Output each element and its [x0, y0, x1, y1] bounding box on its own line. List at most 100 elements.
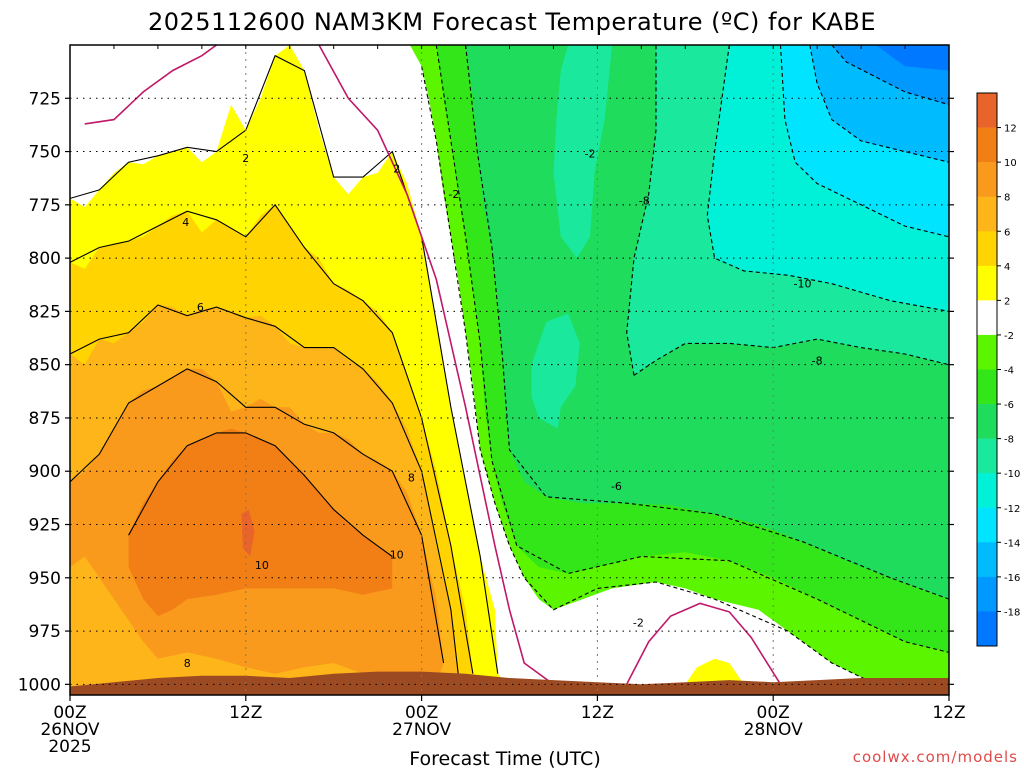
- contour-line-11: [626, 45, 657, 376]
- colorbar-swatch: [977, 473, 997, 509]
- contour-label: 4: [182, 216, 189, 229]
- colorbar-label: -4: [1004, 366, 1014, 377]
- x-tick-label: 00Z: [405, 703, 438, 723]
- contour-line-14: [779, 45, 949, 238]
- y-tick-label: 800: [29, 249, 61, 269]
- credit-text: coolwx.com/models: [853, 748, 1018, 766]
- y-tick-label: 950: [29, 569, 61, 589]
- colorbar-swatch: [977, 438, 997, 474]
- colorbar-swatch: [977, 507, 997, 543]
- x-tick-label: 00Z: [757, 703, 790, 723]
- terrain-fill: [70, 671, 949, 695]
- colorbar-swatch: [977, 300, 997, 336]
- x-tick-label: 28NOV: [744, 720, 803, 740]
- band-orange-12: [241, 509, 255, 557]
- colorbar-label: -10: [1004, 469, 1020, 480]
- colorbar-label: -2: [1004, 331, 1014, 342]
- contour-label: -10: [794, 278, 812, 291]
- contour-label: 8: [408, 472, 415, 485]
- contour-label: 2: [242, 152, 249, 165]
- contour-label: 10: [255, 559, 269, 572]
- contour-line-13: [706, 45, 949, 312]
- colorbar-label: -12: [1004, 504, 1020, 515]
- contour-label: 2: [393, 163, 400, 176]
- contour-line-9: [435, 45, 949, 653]
- contour-label: -2: [633, 617, 644, 630]
- contour-line-16: [831, 45, 949, 106]
- y-tick-label: 925: [29, 516, 61, 536]
- band-low-yellow-pocket: [685, 658, 744, 685]
- temperature-contours: [70, 45, 949, 695]
- contour-label: -8: [812, 354, 823, 367]
- colorbar-swatch: [977, 369, 997, 405]
- contour-line-2: [70, 304, 459, 674]
- contour-label: -2: [448, 188, 459, 201]
- contour-label: -6: [611, 480, 622, 493]
- contour-line-8: [421, 66, 877, 685]
- y-tick-label: 750: [29, 143, 61, 163]
- contour-label: 10: [390, 548, 404, 561]
- colorbar-swatch: [977, 334, 997, 370]
- x-tick-label: 00Z: [53, 703, 86, 723]
- colorbar-label: 2: [1004, 296, 1010, 307]
- y-tick-label: 1000: [18, 675, 61, 695]
- contour-label: 8: [184, 657, 191, 670]
- colorbar-swatch: [977, 404, 997, 439]
- contour-line-1: [70, 203, 474, 674]
- contour-line-3: [70, 368, 445, 664]
- contour-labels: 2 2 -2 4 -8 -10 6 -8 8 -6 10 10 8 -2 -2: [182, 148, 822, 670]
- y-tick-label: 850: [29, 356, 61, 376]
- y-tick-label: 725: [29, 89, 61, 109]
- y-tick-label: 875: [29, 409, 61, 429]
- temperature-bands: [70, 45, 949, 695]
- colorbar: 12 10 8 6 4 2 -2 -4 -6 -8 -10 -12 -14 -16 -18: [976, 92, 1020, 647]
- colorbar-swatch: [977, 265, 997, 301]
- contour-line-7: [625, 602, 782, 685]
- x-tick-label: 12Z: [581, 703, 614, 723]
- band-orange-10-12: [128, 428, 393, 617]
- contour-label: -2: [585, 148, 596, 161]
- y-tick-label: 825: [29, 302, 61, 322]
- colorbar-label: 6: [1004, 227, 1010, 238]
- colorbar-label: 12: [1004, 124, 1017, 135]
- contour-line-6: [318, 45, 569, 695]
- contour-label: 6: [197, 301, 204, 314]
- x-tick-label: 12Z: [932, 703, 965, 723]
- y-axis: 725 750 775 800 825 850 875 900 925 950 975 1000: [18, 89, 954, 695]
- colorbar-label: 10: [1004, 158, 1017, 169]
- colorbar-swatch: [977, 611, 997, 647]
- colorbar-swatch: [977, 162, 997, 197]
- chart-title: 2025112600 NAM3KM Forecast Temperature (…: [148, 8, 876, 36]
- x-tick-label: 12Z: [229, 703, 262, 723]
- colorbar-label: -8: [1004, 435, 1014, 446]
- y-tick-label: 975: [29, 622, 61, 642]
- colorbar-label: -16: [1004, 573, 1020, 584]
- colorbar-label: -14: [1004, 538, 1020, 549]
- terrain-layer: [70, 671, 949, 695]
- contour-line-5: [84, 45, 217, 125]
- y-tick-label: 775: [29, 196, 61, 216]
- x-tick-label: 2025: [48, 737, 91, 757]
- contour-line-10: [465, 45, 949, 600]
- band-teal-minus8-10-c: [531, 313, 580, 429]
- y-tick-label: 900: [29, 462, 61, 482]
- contour-line-0: [70, 54, 499, 674]
- colorbar-label: 4: [1004, 262, 1010, 273]
- band-blue-minus18-20: [875, 45, 949, 71]
- colorbar-swatch: [977, 127, 997, 163]
- x-tick-label: 26NOV: [40, 720, 99, 740]
- colorbar-swatch: [977, 93, 997, 128]
- colorbar-swatch: [977, 542, 997, 578]
- contour-label: -8: [639, 195, 650, 208]
- colorbar-label: -18: [1004, 607, 1020, 618]
- colorbar-label: -6: [1004, 400, 1014, 411]
- x-tick-label: 27NOV: [392, 720, 451, 740]
- contour-line-4: [128, 432, 393, 557]
- x-axis-label: Forecast Time (UTC): [409, 748, 600, 768]
- colorbar-swatch: [977, 231, 997, 267]
- colorbar-swatch: [977, 576, 997, 612]
- colorbar-label: 8: [1004, 193, 1010, 204]
- colorbar-swatch: [977, 196, 997, 232]
